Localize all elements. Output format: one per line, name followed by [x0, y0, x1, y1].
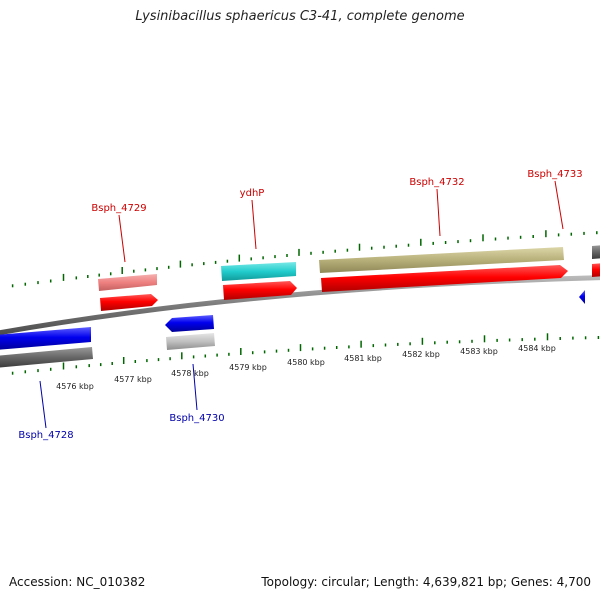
tick-label-4580: 4580 kbp — [287, 358, 325, 367]
gene-label-bsph-4733[interactable]: Bsph_4733 — [527, 169, 582, 180]
leader-line-bsph-4733 — [554, 180, 564, 230]
tick-label-4582: 4582 kbp — [402, 350, 440, 359]
reverse-gene-labels: Bsph_4728 Bsph_4730 — [18, 363, 225, 441]
leader-line-bsph-4730 — [192, 363, 198, 411]
gene-label-bsph-4728[interactable]: Bsph_4728 — [18, 430, 73, 441]
map-title: Lysinibacillus sphaericus C3-41, complet… — [135, 9, 465, 24]
tick-label-4576: 4576 kbp — [56, 382, 94, 391]
tick-label-4578: 4578 kbp — [171, 369, 209, 378]
feature-bar-bsph-4732[interactable] — [319, 247, 564, 273]
cds-arrow-bsph-4729[interactable] — [100, 294, 158, 311]
cds-arrow-ydhp[interactable] — [223, 281, 297, 300]
feature-bar-bsph-4728[interactable] — [0, 347, 93, 368]
gene-label-bsph-4729[interactable]: Bsph_4729 — [91, 203, 146, 214]
cds-arrow-small[interactable] — [579, 290, 585, 304]
tick-label-4584: 4584 kbp — [518, 344, 556, 353]
genome-summary-text: Topology: circular; Length: 4,639,821 bp… — [261, 575, 591, 589]
cds-arrow-bsph-4732[interactable] — [321, 265, 568, 292]
forward-gene-labels: Bsph_4729 ydhP Bsph_4732 Bsph_4733 — [91, 169, 583, 263]
genome-backbone — [0, 275, 600, 336]
reverse-tick-ring — [11, 333, 600, 375]
leader-line-bsph-4732 — [436, 188, 441, 237]
leader-line-bsph-4729 — [118, 214, 126, 263]
feature-bar-bsph-4729[interactable] — [98, 274, 157, 291]
accession-text: Accession: NC_010382 — [9, 575, 146, 589]
feature-bar-ydhp[interactable] — [221, 262, 296, 281]
tick-label-4583: 4583 kbp — [460, 347, 498, 356]
feature-bar-bsph-4730[interactable] — [166, 333, 215, 350]
cds-arrow-bsph-4728[interactable] — [0, 327, 91, 350]
cds-arrow-bsph-4730[interactable] — [165, 315, 214, 332]
feature-bar-edge[interactable] — [592, 245, 600, 259]
leader-line-bsph-4728 — [39, 380, 47, 429]
tick-label-4577: 4577 kbp — [114, 375, 152, 384]
leader-line-ydhp — [251, 199, 257, 250]
gene-label-bsph-4732[interactable]: Bsph_4732 — [409, 177, 464, 188]
gene-label-bsph-4730[interactable]: Bsph_4730 — [169, 413, 224, 424]
forward-tick-ring — [11, 230, 598, 288]
coordinate-labels: 4576 kbp 4577 kbp 4578 kbp 4579 kbp 4580… — [56, 344, 556, 391]
cds-arrow-edge[interactable] — [592, 263, 600, 277]
gene-label-ydhp[interactable]: ydhP — [240, 188, 265, 199]
tick-label-4581: 4581 kbp — [344, 354, 382, 363]
tick-label-4579: 4579 kbp — [229, 363, 267, 372]
